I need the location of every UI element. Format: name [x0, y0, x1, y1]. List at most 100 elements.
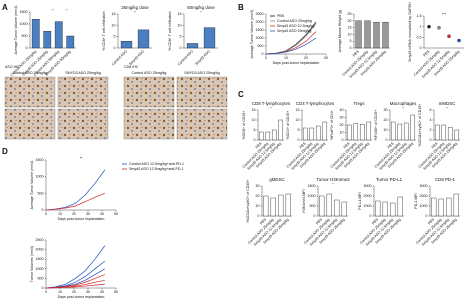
y-tick-label: 5 [350, 39, 352, 43]
bar [366, 121, 372, 141]
ihc-image [4, 108, 56, 140]
dot [457, 38, 461, 43]
x-tick-label: Smyd3 ASO [128, 49, 145, 66]
y-tick-label: 0 [314, 214, 316, 218]
y-tick-label: 20 [256, 194, 260, 198]
y-tick-label: 3000 [364, 184, 372, 188]
legend-label: Control ASO 12.5mg/kg+anti-PD-1 [129, 162, 184, 166]
y-tick-label: 10 [348, 32, 352, 36]
bar [431, 197, 437, 217]
y-axis-label: %CD11b+Ly6G+ of CD45+ [246, 179, 250, 222]
bar [434, 124, 440, 141]
series-line [45, 193, 105, 211]
annotation: * [402, 106, 404, 110]
series-line [45, 283, 105, 289]
bar [355, 20, 362, 49]
y-tick-label: 20 [384, 118, 388, 122]
bar [278, 194, 284, 217]
bar [271, 129, 277, 141]
ihc-image [4, 76, 56, 108]
y-tick-label: 1500 [36, 158, 44, 162]
bar [54, 21, 63, 49]
y-tick-label: 1500 [308, 184, 316, 188]
bar [446, 197, 452, 217]
x-axis-label: Days post-tumor implantation [58, 217, 105, 221]
bar [309, 127, 315, 141]
bar [359, 124, 365, 141]
y-axis-label: Average Mouse Weight (g) [338, 10, 342, 53]
bar [302, 127, 308, 141]
y-tick-label: 0.5 [417, 35, 422, 39]
chart-title: mMDSC [439, 101, 456, 106]
x-tick-label: 40 [100, 212, 104, 216]
bar [270, 197, 276, 217]
x-tick-label: PBS [427, 217, 435, 225]
ihc-image [123, 108, 175, 140]
y-axis-label: Tumor Volumes (mm3) [30, 246, 34, 282]
y-axis-label: % CD8+ T cell infiltration [168, 11, 172, 50]
x-tick-label: 40 [100, 290, 104, 294]
y-tick-label: 10 [112, 23, 116, 27]
bar [265, 131, 271, 141]
y-tick-label: 1500 [20, 10, 28, 14]
bar [263, 195, 269, 217]
y-axis-label: %FoxP3+ of CD4+ [330, 110, 334, 140]
y-tick-label: 6 [430, 108, 432, 112]
chart-title: Tumor PD-L1 [376, 177, 403, 182]
y-axis-label: %CD8+ of CD45+ [242, 111, 246, 140]
ihc-image [176, 108, 228, 140]
y-tick-label: 0 [298, 138, 300, 142]
y-tick-label: 2500 [256, 12, 264, 16]
annotation: ** [80, 156, 83, 160]
bar [364, 20, 371, 49]
y-tick-label: 0 [42, 208, 44, 212]
y-tick-label: 5 [180, 35, 182, 39]
legend-label: Control ASO 25mg/kg [277, 19, 312, 23]
y-tick-label: 3000 [420, 184, 428, 188]
panel-letter: D [2, 147, 8, 156]
y-tick-label: 500 [22, 34, 28, 38]
annotation: * [66, 8, 68, 12]
y-axis-label: PD-L1 MFI [358, 192, 362, 209]
y-tick-label: 0 [262, 52, 264, 56]
y-tick-label: 0 [114, 46, 116, 50]
ihc-header: CD8 IHC [124, 65, 139, 69]
bar [382, 201, 388, 217]
bar [326, 193, 332, 217]
y-tick-label: 1000 [364, 204, 372, 208]
y-axis-label: PD-1 MFI [414, 193, 418, 208]
x-tick-label: PBS [299, 141, 307, 149]
y-tick-label: 2000 [36, 248, 44, 252]
chart-title: 25mg/kg dose [121, 5, 149, 10]
bar [66, 35, 75, 49]
x-tick-label: Smyd3 ASO [194, 49, 211, 66]
y-tick-label: 1000 [36, 267, 44, 271]
y-axis-label: % CD8+ T cell infiltration [102, 11, 106, 50]
x-tick-label: 20 [72, 212, 76, 216]
dot [427, 24, 431, 29]
y-tick-label: 0 [370, 214, 372, 218]
bar [120, 41, 133, 49]
bar [382, 21, 389, 49]
x-tick-label: PBS [387, 141, 395, 149]
y-tick-label: 0 [180, 46, 182, 50]
y-tick-label: 500 [310, 204, 316, 208]
x-tick-label: Control ASO [177, 49, 194, 66]
x-tick-label: PBS [315, 217, 323, 225]
y-tick-label: 2000 [364, 194, 372, 198]
y-tick-label: 30 [384, 108, 388, 112]
y-tick-label: 15 [178, 12, 182, 16]
bar [31, 19, 40, 49]
x-tick-label: PBS [255, 141, 263, 149]
y-tick-label: 0 [420, 46, 422, 50]
bar [137, 29, 150, 49]
x-tick-label: 10 [58, 212, 62, 216]
y-tick-label: 1500 [256, 28, 264, 32]
y-tick-label: 0 [258, 214, 260, 218]
annotation: * [200, 10, 202, 14]
y-tick-label: 1000 [308, 194, 316, 198]
chart-title: CD8 T-lymphocytes [252, 101, 291, 106]
y-tick-label: 1500 [36, 257, 44, 261]
